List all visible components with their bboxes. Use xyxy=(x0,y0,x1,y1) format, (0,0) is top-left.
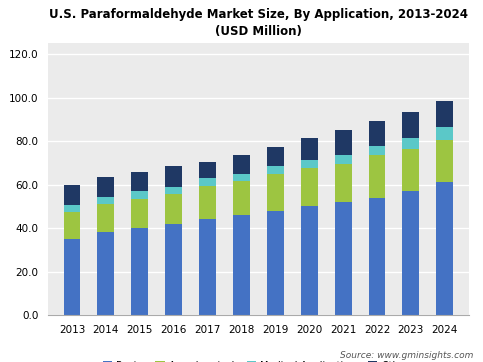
Bar xyxy=(98,197,114,204)
Bar xyxy=(233,181,250,215)
Bar xyxy=(267,211,284,315)
Bar xyxy=(267,147,284,166)
Bar xyxy=(436,182,453,315)
Bar xyxy=(301,138,318,160)
Legend: Resins, Agrochemicals, Medical Applications, Others: Resins, Agrochemicals, Medical Applicati… xyxy=(103,361,414,362)
Bar xyxy=(369,198,385,315)
Bar xyxy=(402,112,419,138)
Bar xyxy=(402,191,419,315)
Bar xyxy=(335,164,352,202)
Bar xyxy=(98,232,114,315)
Bar xyxy=(165,224,182,315)
Bar xyxy=(335,202,352,315)
Bar xyxy=(233,215,250,315)
Bar xyxy=(165,187,182,194)
Bar xyxy=(131,191,148,199)
Bar xyxy=(436,127,453,140)
Bar xyxy=(233,174,250,181)
Bar xyxy=(165,166,182,187)
Bar xyxy=(301,168,318,206)
Bar xyxy=(131,228,148,315)
Bar xyxy=(64,205,81,212)
Bar xyxy=(131,199,148,228)
Bar xyxy=(64,185,81,205)
Bar xyxy=(64,239,81,315)
Bar xyxy=(402,149,419,191)
Bar xyxy=(199,186,216,219)
Bar xyxy=(436,101,453,127)
Bar xyxy=(436,140,453,182)
Bar xyxy=(98,204,114,232)
Bar xyxy=(369,121,385,146)
Bar xyxy=(165,194,182,224)
Bar xyxy=(98,177,114,197)
Bar xyxy=(64,212,81,239)
Bar xyxy=(267,166,284,174)
Bar xyxy=(233,155,250,174)
Text: Source: www.gminsights.com: Source: www.gminsights.com xyxy=(340,351,473,360)
Bar xyxy=(402,138,419,149)
Bar xyxy=(267,174,284,211)
Bar xyxy=(335,155,352,164)
Bar xyxy=(369,155,385,198)
Bar xyxy=(301,160,318,168)
Bar xyxy=(335,130,352,155)
Bar xyxy=(199,219,216,315)
Bar xyxy=(369,146,385,155)
Bar xyxy=(131,172,148,191)
Bar xyxy=(199,162,216,178)
Bar xyxy=(301,206,318,315)
Title: U.S. Paraformaldehyde Market Size, By Application, 2013-2024
(USD Million): U.S. Paraformaldehyde Market Size, By Ap… xyxy=(49,8,468,38)
Bar xyxy=(199,178,216,186)
